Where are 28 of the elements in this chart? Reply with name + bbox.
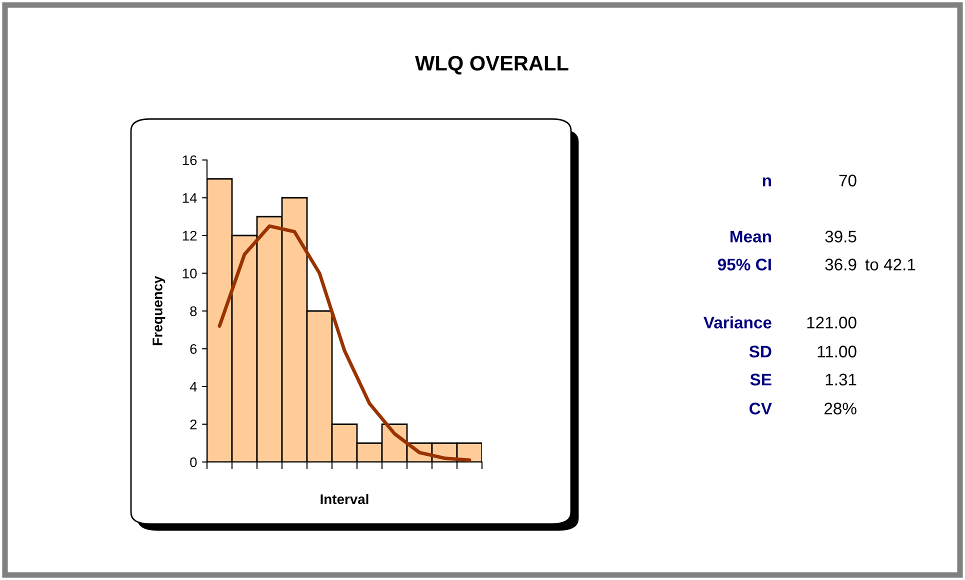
text: Mean: [730, 230, 771, 242]
text: 28%: [824, 402, 856, 414]
chart-title: WLQ OVERALL: [415, 56, 568, 74]
text: SE: [750, 374, 772, 386]
text: CV: [750, 402, 772, 414]
text: 11.00: [818, 346, 856, 358]
text: SD: [749, 346, 772, 358]
y-tick-label: 16: [182, 155, 197, 166]
y-axis-title: Frequency: [152, 276, 166, 346]
text: 1.31: [826, 374, 856, 386]
text: to 42.1: [865, 258, 916, 270]
line-series: [218, 224, 472, 462]
x-axis-title: Interval: [320, 494, 368, 504]
y-tick-label: 6: [190, 344, 197, 354]
text: 39.5: [825, 230, 856, 242]
y-tick-label: 2: [190, 420, 197, 430]
text: 95% CI: [718, 258, 771, 270]
y-tick-label: 10: [182, 268, 197, 278]
y-tick-label: 8: [190, 306, 197, 316]
y-tick-label: 0: [190, 457, 197, 468]
y-tick-label: 14: [182, 193, 197, 203]
text: 36.9: [825, 258, 856, 270]
text: 121.00: [807, 316, 856, 328]
y-tick-label: 12: [182, 230, 197, 241]
y-tick-label: 4: [190, 382, 197, 392]
text: 70: [839, 174, 856, 186]
text: Variance: [704, 316, 772, 328]
text: n: [762, 177, 771, 186]
